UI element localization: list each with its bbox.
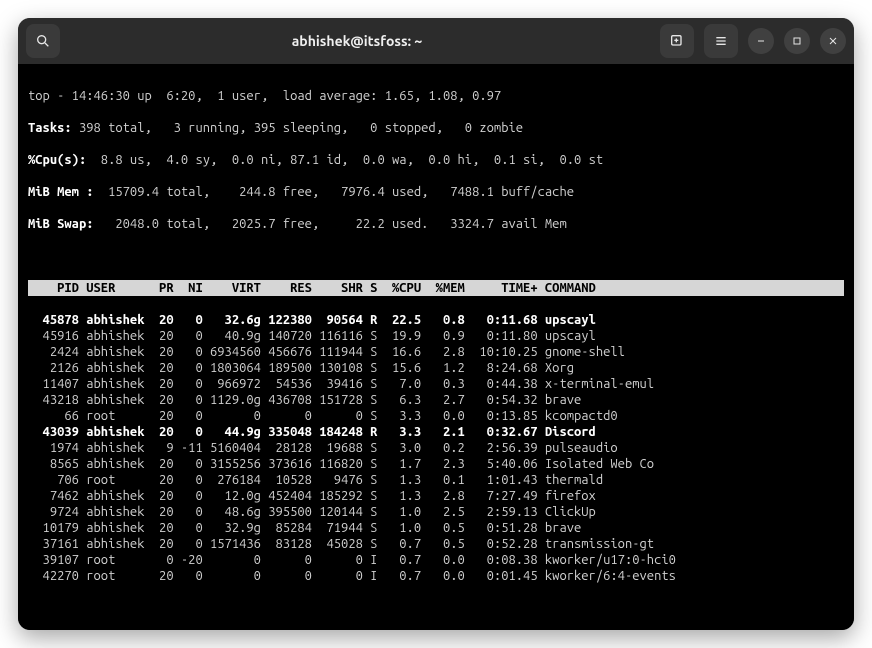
process-row: 10179 abhishek 20 0 32.9g 85284 71944 S …: [28, 520, 844, 536]
process-row: 42270 root 20 0 0 0 0 I 0.7 0.0 0:01.45 …: [28, 568, 844, 584]
titlebar-left: [26, 24, 60, 58]
menu-button[interactable]: [704, 24, 738, 58]
process-row: 1974 abhishek 9 -11 5160404 28128 19688 …: [28, 440, 844, 456]
process-row: 37161 abhishek 20 0 1571436 83128 45028 …: [28, 536, 844, 552]
summary-uptime: top - 14:46:30 up 6:20, 1 user, load ave…: [28, 88, 844, 104]
summary-swap: MiB Swap: 2048.0 total, 2025.7 free, 22.…: [28, 216, 844, 232]
swap-values: 2048.0 total, 2025.7 free, 22.2 used. 33…: [94, 217, 567, 231]
process-row: 2126 abhishek 20 0 1803064 189500 130108…: [28, 360, 844, 376]
tasks-values: 398 total, 3 running, 395 sleeping, 0 st…: [72, 121, 523, 135]
titlebar-right: [660, 24, 846, 58]
column-headers: PID USER PR NI VIRT RES SHR S %CPU %MEM …: [28, 280, 844, 296]
maximize-button[interactable]: [784, 28, 810, 54]
minimize-button[interactable]: [748, 28, 774, 54]
mem-label: MiB Mem :: [28, 185, 94, 199]
process-row: 2424 abhishek 20 0 6934560 456676 111944…: [28, 344, 844, 360]
process-row: 66 root 20 0 0 0 0 S 3.3 0.0 0:13.85 kco…: [28, 408, 844, 424]
maximize-icon: [791, 35, 803, 47]
mem-values: 15709.4 total, 244.8 free, 7976.4 used, …: [94, 185, 574, 199]
search-icon: [35, 33, 51, 49]
cpu-values: 8.8 us, 4.0 sy, 0.0 ni, 87.1 id, 0.0 wa,…: [86, 153, 603, 167]
close-button[interactable]: [820, 28, 846, 54]
swap-label: MiB Swap:: [28, 217, 94, 231]
process-row: 11407 abhishek 20 0 966972 54536 39416 S…: [28, 376, 844, 392]
new-tab-icon: [669, 33, 685, 49]
minimize-icon: [755, 35, 767, 47]
titlebar: abhishek@itsfoss: ~: [18, 18, 854, 64]
summary-tasks: Tasks: 398 total, 3 running, 395 sleepin…: [28, 120, 844, 136]
process-row: 39107 root 0 -20 0 0 0 I 0.7 0.0 0:08.38…: [28, 552, 844, 568]
terminal-body[interactable]: top - 14:46:30 up 6:20, 1 user, load ave…: [18, 64, 854, 630]
process-row: 43039 abhishek 20 0 44.9g 335048 184248 …: [28, 424, 844, 440]
process-row: 43218 abhishek 20 0 1129.0g 436708 15172…: [28, 392, 844, 408]
process-row: 706 root 20 0 276184 10528 9476 S 1.3 0.…: [28, 472, 844, 488]
new-tab-button[interactable]: [660, 24, 694, 58]
process-row: 9724 abhishek 20 0 48.6g 395500 120144 S…: [28, 504, 844, 520]
close-icon: [827, 35, 839, 47]
process-list: 45878 abhishek 20 0 32.6g 122380 90564 R…: [28, 312, 844, 584]
terminal-window: abhishek@itsfoss: ~ top - 14:46:30 up 6:…: [18, 18, 854, 630]
hamburger-icon: [713, 33, 729, 49]
process-row: 7462 abhishek 20 0 12.0g 452404 185292 S…: [28, 488, 844, 504]
process-row: 45878 abhishek 20 0 32.6g 122380 90564 R…: [28, 312, 844, 328]
summary-mem: MiB Mem : 15709.4 total, 244.8 free, 797…: [28, 184, 844, 200]
window-title: abhishek@itsfoss: ~: [68, 33, 646, 49]
cpu-label: %Cpu(s):: [28, 153, 86, 167]
process-row: 45916 abhishek 20 0 40.9g 140720 116116 …: [28, 328, 844, 344]
search-button[interactable]: [26, 24, 60, 58]
summary-cpu: %Cpu(s): 8.8 us, 4.0 sy, 0.0 ni, 87.1 id…: [28, 152, 844, 168]
blank-line: [28, 248, 844, 264]
process-row: 8565 abhishek 20 0 3155256 373616 116820…: [28, 456, 844, 472]
tasks-label: Tasks:: [28, 121, 72, 135]
